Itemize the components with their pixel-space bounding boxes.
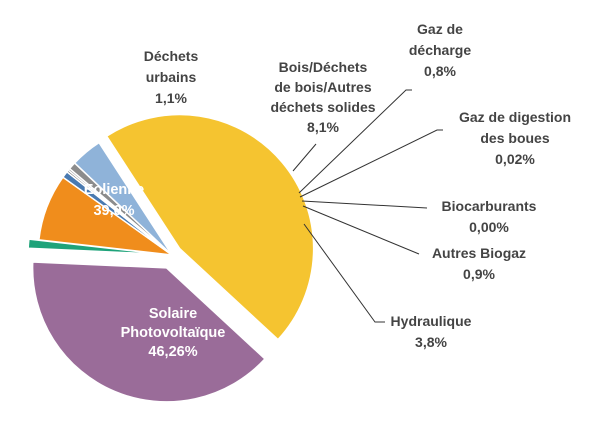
slice-label-bois: Bois/Déchets <box>279 59 368 75</box>
slice-value-autres-biogaz: 0,9% <box>463 266 495 282</box>
slice-label-gaz-decharge: Gaz de <box>417 21 463 37</box>
slice-label-dechets: Déchets <box>144 48 199 64</box>
pie-slice-eolienne <box>31 261 267 403</box>
leader-line-gaz-digestion <box>299 129 443 198</box>
slice-label-hydraulique: Hydraulique <box>391 313 472 329</box>
slice-label-solaire: Solaire <box>149 306 197 322</box>
slice-label-autres-biogaz: Autres Biogaz <box>432 245 526 261</box>
slice-label-gaz-digestion: Gaz de digestion <box>459 109 571 125</box>
slice-value-hydraulique: 3,8% <box>415 334 447 350</box>
slice-label-gaz-digestion: des boues <box>480 130 549 146</box>
slice-label-eolienne: Eolienne <box>84 182 144 198</box>
slice-label-dechets: urbains <box>146 69 197 85</box>
leader-line-hydraulique <box>303 223 385 323</box>
slice-label-biocarburants: Biocarburants <box>442 198 537 214</box>
leader-line-biocarburants <box>301 200 428 209</box>
pie-slice-hydraulique <box>73 141 173 256</box>
slice-value-eolienne: 39,0% <box>93 203 134 219</box>
slice-value-dechets: 1,1% <box>155 90 187 106</box>
leader-line-autres-biogaz <box>302 205 420 255</box>
leader-line-bois <box>292 143 317 172</box>
slice-label-bois: déchets solides <box>270 99 375 115</box>
pie-slice-solaire <box>105 113 315 341</box>
slice-value-gaz-digestion: 0,02% <box>495 151 535 167</box>
slice-value-solaire: 46,26% <box>148 344 197 360</box>
slice-label-solaire: Photovoltaïque <box>121 325 226 341</box>
leader-line-gaz-decharge <box>298 89 412 194</box>
slice-value-gaz-decharge: 0,8% <box>424 63 456 79</box>
slice-label-gaz-decharge: décharge <box>409 42 471 58</box>
slice-value-bois: 8,1% <box>307 119 339 135</box>
slice-label-bois: de bois/Autres <box>274 79 371 95</box>
slice-value-biocarburants: 0,00% <box>469 219 509 235</box>
